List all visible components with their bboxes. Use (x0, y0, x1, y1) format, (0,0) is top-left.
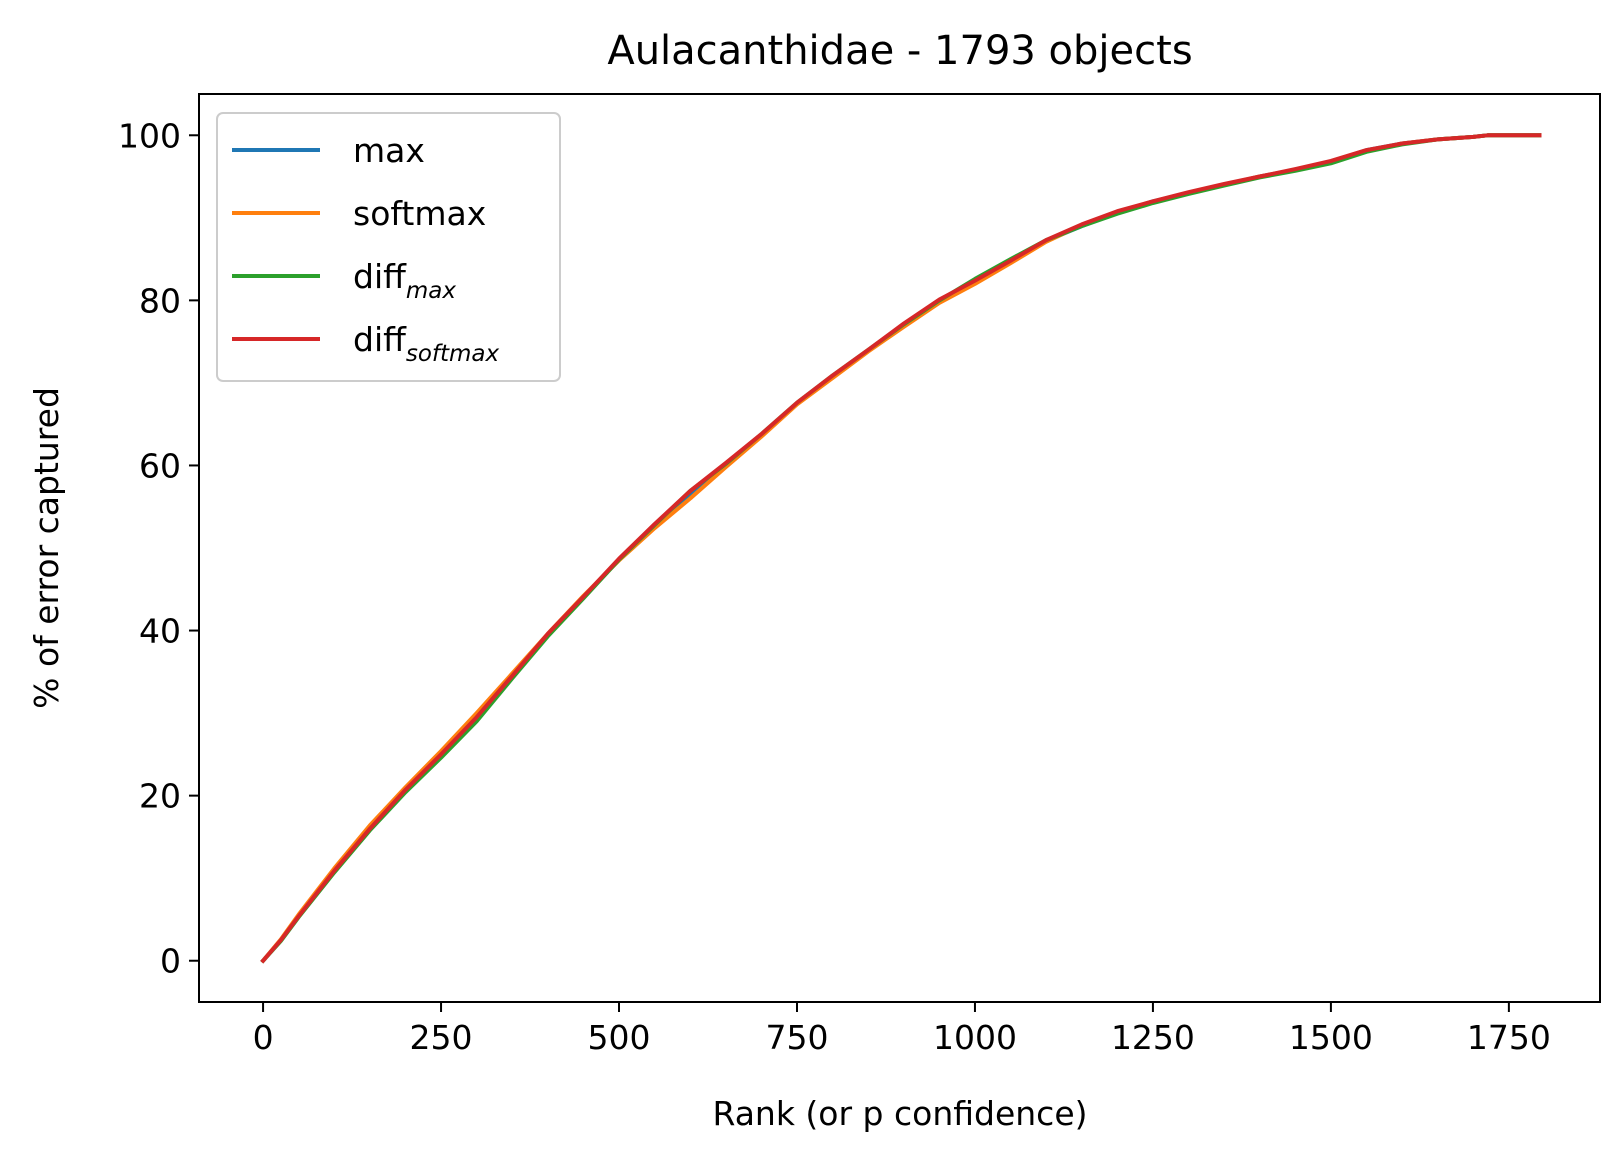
axes-frame (198, 93, 1601, 1003)
x-tick-label: 250 (410, 1018, 473, 1057)
series-layer (260, 133, 1542, 964)
y-axis-label: % of error captured (27, 387, 66, 709)
y-tick-label: 100 (118, 116, 181, 155)
x-tick-label: 1750 (1467, 1018, 1551, 1057)
plot-area (260, 133, 1542, 964)
legend-box (216, 112, 561, 382)
x-tick-label: 750 (765, 1018, 828, 1057)
x-axis-label: Rank (or p confidence) (712, 1094, 1087, 1133)
x-tick-label: 1500 (1289, 1018, 1373, 1057)
legend-label-text: diff (353, 257, 407, 296)
legend-label: softmax (353, 194, 486, 233)
legend-label-text: max (353, 131, 425, 170)
legend-label: max (353, 131, 425, 170)
y-tick-label: 20 (139, 777, 181, 816)
y-tick-label: 60 (139, 446, 181, 485)
y-tick-label: 80 (139, 281, 181, 320)
y-tick-label: 40 (139, 612, 181, 651)
x-tick-label: 500 (588, 1018, 651, 1057)
legend-label-subscript: max (406, 278, 456, 304)
x-axis-ticks: 0 250 500 750 1000 1250 1500 1750 (253, 1002, 1551, 1057)
y-tick-label: 0 (160, 942, 181, 981)
legend-label: diffmax (353, 257, 456, 304)
legend-label-text: diff (353, 320, 407, 359)
x-tick-label: 1000 (933, 1018, 1017, 1057)
legend-label: diffsoftmax (353, 320, 500, 367)
legend-label-subscript: softmax (406, 341, 500, 367)
legend-label-text: softmax (353, 194, 486, 233)
x-tick-label: 0 (253, 1018, 274, 1057)
series-line-diff-softmax (260, 133, 1542, 964)
x-tick-label: 1250 (1111, 1018, 1195, 1057)
chart-title: Aulacanthidae - 1793 objects (607, 28, 1192, 74)
y-axis-ticks: 0 20 40 60 80 100 (118, 116, 199, 981)
